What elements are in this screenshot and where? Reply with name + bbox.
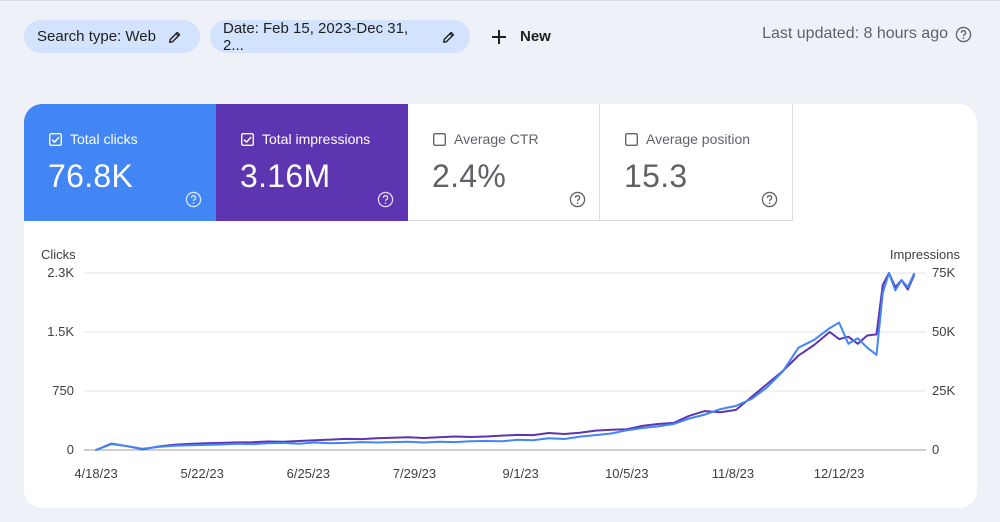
x-axis-ticks: 4/18/23 5/22/23 6/25/23 7/29/23 9/1/23 10/5/2…: [74, 466, 864, 481]
right-axis-title: Impressions: [890, 247, 961, 262]
new-filter-label: New: [520, 28, 551, 45]
left-axis-ticks: 0 750 1.5K 2.3K: [47, 265, 74, 457]
metric-label: Average CTR: [454, 131, 539, 147]
left-tick-label: 1.5K: [47, 324, 74, 339]
metric-value: 2.4%: [432, 158, 507, 194]
metric-value: 76.8K: [48, 158, 134, 194]
left-tick-label: 750: [52, 383, 74, 398]
x-tick-label: 7/29/23: [393, 466, 436, 481]
last-updated-status: Last updated: 8 hours ago: [762, 25, 972, 43]
x-tick-label: 10/5/23: [605, 466, 648, 481]
metric-label: Average position: [646, 131, 751, 147]
left-tick-label: 0: [67, 442, 74, 457]
x-tick-label: 11/8/23: [712, 466, 754, 481]
plus-icon: [492, 29, 506, 44]
search-type-filter-chip[interactable]: Search type: Web: [24, 20, 200, 53]
x-tick-label: 6/25/23: [287, 466, 330, 481]
metric-value: 15.3: [624, 158, 688, 194]
metric-tab-total-clicks[interactable]: Total clicks 76.8K: [24, 104, 216, 221]
date-filter-chip[interactable]: Date: Feb 15, 2023-Dec 31, 2...: [210, 19, 470, 54]
help-icon[interactable]: [377, 191, 394, 208]
right-tick-label: 75K: [932, 265, 955, 280]
edit-pencil-icon: [443, 31, 455, 43]
x-tick-label: 9/1/23: [503, 466, 539, 481]
metric-tab-average-ctr[interactable]: Average CTR 2.4%: [408, 104, 600, 221]
help-icon[interactable]: [761, 191, 778, 208]
x-tick-label: 5/22/23: [180, 466, 223, 481]
top-divider: [0, 0, 1000, 1]
metric-tab-average-position[interactable]: Average position 15.3: [600, 104, 793, 221]
help-icon[interactable]: [569, 191, 586, 208]
filter-bar: Search type: Web Date: Feb 15, 2023-Dec …: [24, 19, 551, 54]
date-filter-label: Date: Feb 15, 2023-Dec 31, 2...: [223, 19, 409, 54]
edit-pencil-icon: [169, 31, 181, 43]
left-axis-title: Clicks: [41, 247, 76, 262]
last-updated-text: Last updated: 8 hours ago: [762, 25, 948, 42]
series-line-total-impressions: [95, 272, 915, 451]
left-tick-label: 2.3K: [47, 265, 74, 280]
x-tick-label: 4/18/23: [74, 466, 117, 481]
help-icon[interactable]: [955, 26, 972, 43]
chart-series: [95, 272, 915, 451]
checkbox-unchecked-icon[interactable]: [433, 132, 446, 146]
checkbox-checked-icon[interactable]: [49, 132, 62, 146]
help-icon[interactable]: [185, 191, 202, 208]
new-filter-button[interactable]: New: [490, 20, 551, 53]
checkbox-unchecked-icon[interactable]: [625, 132, 638, 146]
metric-tab-total-impressions[interactable]: Total impressions 3.16M: [216, 104, 408, 221]
metric-value: 3.16M: [240, 158, 331, 194]
right-tick-label: 50K: [932, 324, 955, 339]
right-axis-ticks: 0 25K 50K 75K: [932, 265, 955, 457]
right-tick-label: 0: [932, 442, 939, 457]
search-type-filter-label: Search type: Web: [37, 28, 156, 45]
chart-gridlines: [84, 272, 926, 451]
performance-chart[interactable]: Clicks Impressions 0 750 1.5K 2.3K 0 25K 50K 7…: [24, 104, 977, 508]
right-tick-label: 25K: [932, 383, 955, 398]
metric-label: Total impressions: [262, 131, 371, 147]
checkbox-checked-icon[interactable]: [241, 132, 254, 146]
x-tick-label: 12/12/23: [814, 466, 865, 481]
performance-card: Total clicks 76.8K Total impressions 3.1…: [24, 104, 977, 508]
series-line-total-clicks: [95, 272, 915, 451]
metric-label: Total clicks: [70, 131, 138, 147]
